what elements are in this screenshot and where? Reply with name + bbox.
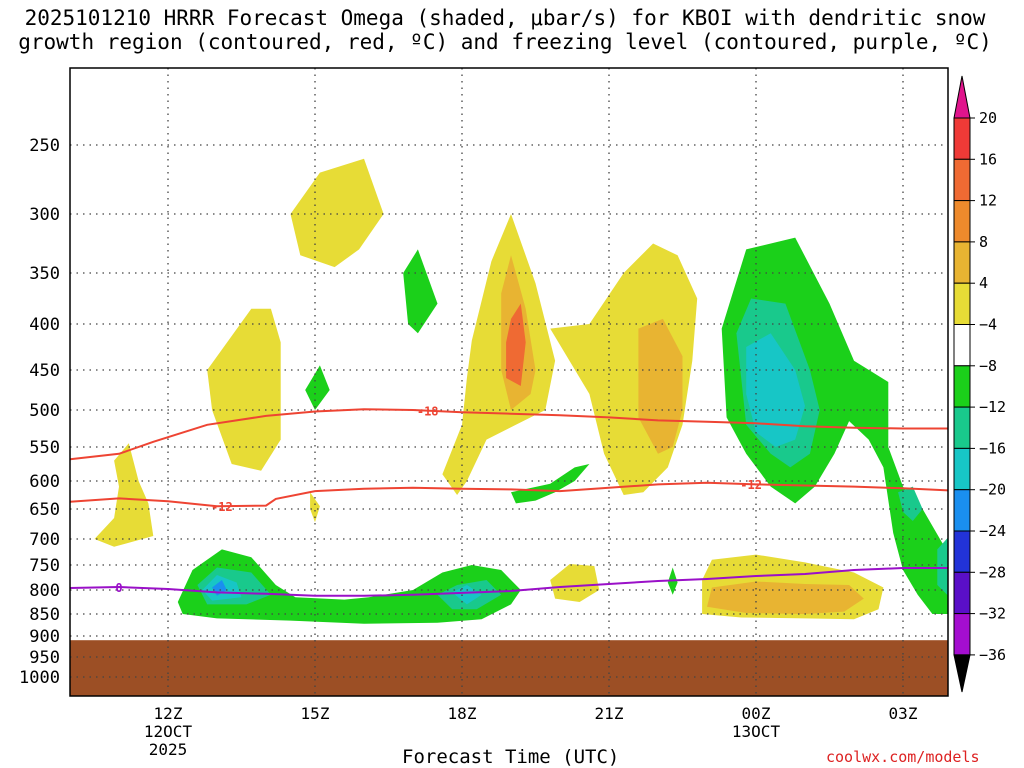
- contour-line-1: [70, 481, 948, 508]
- colorbar-bin-12: [953, 571, 971, 615]
- x-tick-label-18-0: 18Z: [448, 704, 477, 723]
- chart-title-line1: 2025101210 HRRR Forecast Omega (shaded, …: [24, 6, 986, 30]
- y-tick-label-500: 500: [29, 401, 60, 421]
- colorbar-label-9: −20: [979, 481, 1006, 499]
- colorbar-bin-5: [953, 282, 971, 326]
- omega-region-12: [403, 249, 438, 334]
- colorbar-over-arrow: [953, 75, 971, 119]
- ground-surface: [70, 640, 948, 696]
- colorbar-label-5: −4: [979, 316, 997, 334]
- omega-region-0: [94, 443, 154, 547]
- y-tick-label-400: 400: [29, 315, 60, 335]
- y-tick-label-700: 700: [29, 530, 60, 550]
- omega-region-21: [452, 585, 482, 605]
- colorbar-label-2: 12: [979, 192, 997, 210]
- y-tick-label-850: 850: [29, 605, 60, 625]
- x-tick-label-24-1: 13OCT: [732, 722, 781, 741]
- colorbar-bin-7: [953, 365, 971, 408]
- contour-label-1-0: -12: [211, 500, 233, 514]
- omega-region-24: [746, 333, 805, 447]
- colorbar-bin-13: [953, 613, 971, 656]
- y-tick-label-650: 650: [29, 500, 60, 520]
- x-tick-label-12-1: 12OCT: [144, 722, 193, 741]
- contour-label-0-0: -18: [417, 405, 439, 419]
- colorbar-label-3: 8: [979, 233, 988, 251]
- colorbar-label-11: −28: [979, 563, 1006, 581]
- contour-line-2: [70, 567, 948, 597]
- colorbar-label-0: 20: [979, 109, 997, 127]
- colorbar-bin-6: [953, 324, 971, 367]
- x-tick-label-15-0: 15Z: [301, 704, 330, 723]
- credit-link[interactable]: coolwx.com/models: [826, 748, 980, 766]
- x-tick-label-12-0: 12Z: [154, 704, 183, 723]
- y-tick-label-900: 900: [29, 627, 60, 647]
- y-tick-label-750: 750: [29, 556, 60, 576]
- colorbar-bin-9: [953, 447, 971, 491]
- y-tick-label-300: 300: [29, 205, 60, 225]
- omega-region-9: [550, 564, 600, 602]
- chart-title: 2025101210 HRRR Forecast Omega (shaded, …: [0, 6, 1010, 54]
- omega-region-13: [305, 365, 330, 410]
- y-tick-label-250: 250: [29, 136, 60, 156]
- contour-label-2-0: 0: [115, 581, 122, 595]
- omega-region-3: [310, 492, 320, 523]
- y-tick-label-800: 800: [29, 581, 60, 601]
- y-tick-label-1000: 1000: [19, 668, 60, 688]
- colorbar-label-1: 16: [979, 150, 997, 168]
- grid: [70, 68, 948, 696]
- x-tick-label-12-2: 2025: [149, 740, 188, 759]
- colorbar-bin-8: [953, 406, 971, 449]
- colorbar-under-arrow: [953, 654, 971, 693]
- contour-label-1-1: -12: [740, 478, 762, 492]
- colorbar-bin-10: [953, 489, 971, 532]
- omega-region-14: [511, 464, 590, 504]
- x-tick-label-27-0: 03Z: [889, 704, 918, 723]
- chart-title-line2: growth region (contoured, red, ºC) and f…: [18, 30, 992, 54]
- colorbar-bin-1: [953, 117, 971, 160]
- colorbar-label-4: 4: [979, 274, 988, 292]
- y-tick-label-350: 350: [29, 264, 60, 284]
- colorbar-bin-2: [953, 158, 971, 202]
- y-tick-label-450: 450: [29, 361, 60, 381]
- colorbar-label-6: −8: [979, 357, 997, 375]
- colorbar-label-12: −32: [979, 605, 1006, 623]
- omega-region-25: [898, 486, 923, 521]
- y-axis: 2503003504004505005506006507007508008509…: [19, 136, 60, 688]
- omega-region-11: [707, 581, 864, 614]
- omega-region-1: [207, 308, 281, 471]
- omega-region-2: [290, 158, 384, 268]
- omega-region-4: [442, 214, 556, 495]
- colorbar-label-8: −16: [979, 439, 1006, 457]
- plot-frame: [69, 67, 949, 697]
- omega-region-16: [177, 549, 521, 624]
- x-tick-label-24-0: 00Z: [742, 704, 771, 723]
- colorbar-bin-4: [953, 241, 971, 284]
- x-tick-label-21-0: 21Z: [595, 704, 624, 723]
- colorbar-label-7: −12: [979, 398, 1006, 416]
- y-tick-label-950: 950: [29, 648, 60, 668]
- omega-region-26: [937, 537, 948, 596]
- contour-line-0: [70, 408, 948, 461]
- contour-lines: -18 -12 -12 0: [70, 405, 948, 597]
- colorbar: 20 16 12 8 4 −4 −8 −12 −16 −20 −24 −28 −32 −36: [953, 75, 1006, 693]
- colorbar-bin-11: [953, 530, 971, 573]
- x-axis-title: Forecast Time (UTC): [402, 746, 620, 768]
- colorbar-label-10: −24: [979, 522, 1006, 540]
- colorbar-bin-3: [953, 200, 971, 243]
- y-tick-label-600: 600: [29, 472, 60, 492]
- omega-region-6: [506, 303, 526, 386]
- y-tick-label-550: 550: [29, 438, 60, 458]
- colorbar-label-13: −36: [979, 646, 1006, 664]
